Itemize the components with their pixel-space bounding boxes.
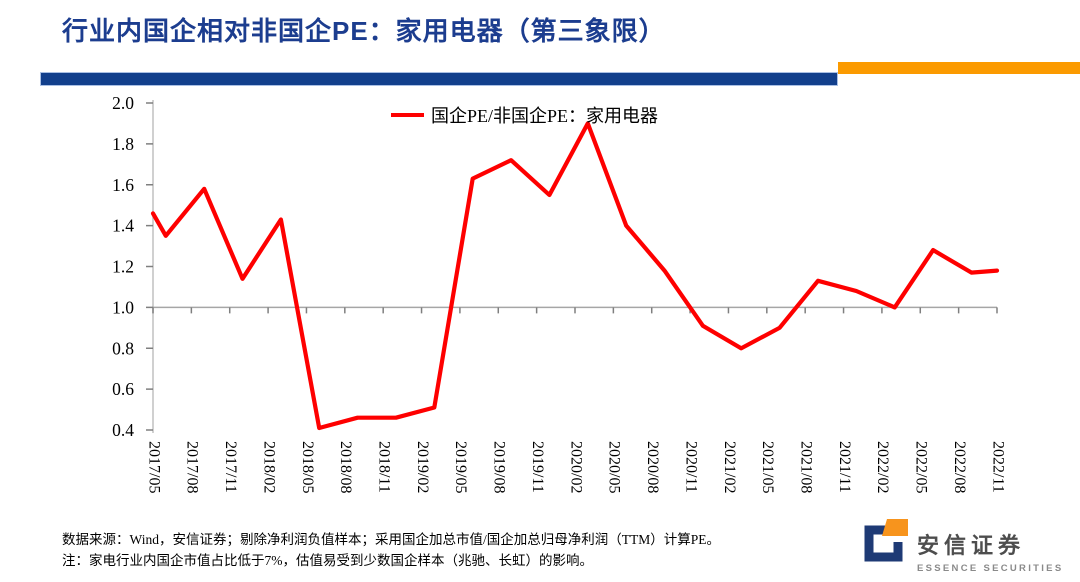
x-axis-label: 2019/08 [491, 441, 508, 493]
x-axis-label: 2021/11 [836, 441, 853, 493]
y-axis-label: 1.6 [112, 175, 134, 195]
y-axis-label: 0.4 [112, 420, 134, 440]
y-axis-label: 0.6 [112, 379, 134, 399]
x-axis-label: 2021/02 [721, 441, 738, 493]
y-axis-label: 2.0 [112, 93, 134, 113]
logo-text: 安信证券 ESSENCE SECURITIES [917, 518, 1063, 574]
x-axis-label: 2017/05 [145, 441, 162, 493]
footnote: 数据来源：Wind，安信证券；剔除净利润负值样本；采用国企加总市值/国企加总归母… [62, 529, 720, 571]
x-axis-label: 2019/05 [452, 441, 469, 493]
header-blue-bar [40, 72, 838, 86]
x-axis-label: 2020/02 [567, 441, 584, 493]
x-axis-label: 2022/11 [989, 441, 1006, 493]
x-axis-label: 2019/02 [414, 441, 431, 493]
legend-line-marker [391, 113, 424, 117]
x-axis-label: 2022/08 [951, 441, 968, 493]
y-axis-label: 1.0 [112, 297, 134, 317]
page-title: 行业内国企相对非国企PE：家用电器（第三象限） [62, 16, 666, 46]
logo-orange-flag [882, 519, 908, 536]
x-axis-label: 2018/08 [337, 441, 354, 493]
y-axis-label: 1.8 [112, 134, 134, 154]
y-axis-label: 1.2 [112, 257, 134, 277]
essence-logo: 安信证券 ESSENCE SECURITIES [860, 518, 1063, 574]
footnote-line-1: 数据来源：Wind，安信证券；剔除净利润负值样本；采用国企加总市值/国企加总归母… [62, 532, 720, 547]
x-axis-label: 2019/11 [529, 441, 546, 493]
x-axis-label: 2018/02 [260, 441, 277, 493]
logo-name-cn: 安信证券 [917, 533, 1026, 558]
y-axis-label: 1.4 [112, 216, 134, 236]
chart-legend: 国企PE/非国企PE：家用电器 [391, 102, 658, 128]
logo-name-en: ESSENCE SECURITIES [917, 563, 1064, 574]
y-axis-label: 0.8 [112, 338, 134, 358]
header-orange-bar [838, 62, 1080, 74]
x-axis-label: 2017/08 [184, 441, 201, 493]
footnote-line-2: 注：家电行业内国企市值占比低于7%，估值易受到少数国企样本（兆驰、长虹）的影响。 [62, 553, 593, 568]
x-axis-label: 2022/05 [913, 441, 930, 493]
legend-label: 国企PE/非国企PE：家用电器 [431, 106, 659, 126]
x-axis-label: 2022/02 [874, 441, 891, 493]
x-axis-label: 2017/11 [222, 441, 239, 493]
x-axis-label: 2018/05 [299, 441, 316, 493]
pe-ratio-series-line [150, 121, 1000, 431]
x-axis-label: 2020/05 [606, 441, 623, 493]
x-axis-label: 2020/08 [644, 441, 661, 493]
x-axis-label: 2021/05 [759, 441, 776, 493]
x-axis-label: 2018/11 [376, 441, 393, 493]
essence-logo-icon [864, 519, 908, 562]
x-axis-label: 2020/11 [682, 441, 699, 493]
logo-blue-frame [864, 525, 903, 562]
x-axis-label: 2021/08 [798, 441, 815, 493]
